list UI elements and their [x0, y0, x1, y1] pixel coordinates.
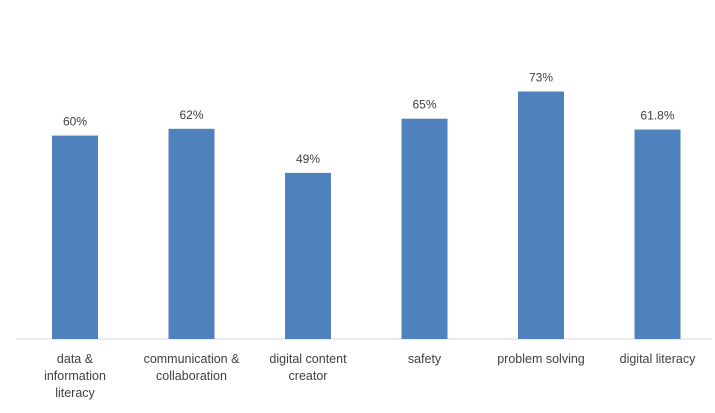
bar-3: [285, 172, 331, 339]
data-labels-group: 60% 62% 49% 65% 73% 61.8%: [63, 71, 675, 166]
category-label-4: safety: [408, 352, 442, 366]
category-label-line: problem solving: [497, 352, 585, 366]
category-label-line: communication &: [144, 352, 241, 366]
bar-2: [168, 128, 215, 339]
bar-6: [634, 129, 681, 339]
data-label-2: 62%: [179, 108, 203, 122]
category-label-5: problem solving: [497, 352, 585, 366]
data-label-1: 60%: [63, 115, 87, 129]
category-label-line: digital content: [269, 352, 347, 366]
bar-1: [52, 135, 98, 339]
category-label-line: digital literacy: [620, 352, 696, 366]
bar-5: [518, 91, 564, 339]
category-label-3: digital content creator: [269, 352, 347, 383]
data-label-4: 65%: [412, 98, 436, 112]
category-label-line: data &: [57, 352, 94, 366]
category-label-6: digital literacy: [620, 352, 696, 366]
category-label-1: data & information literacy: [44, 352, 106, 400]
data-label-6: 61.8%: [640, 109, 674, 123]
bar-4: [401, 118, 448, 339]
category-label-2: communication & collaboration: [144, 352, 241, 383]
category-label-line: information: [44, 369, 106, 383]
category-label-line: safety: [408, 352, 442, 366]
data-label-5: 73%: [529, 71, 553, 85]
category-label-line: collaboration: [156, 369, 227, 383]
category-label-line: literacy: [55, 386, 95, 400]
data-label-3: 49%: [296, 152, 320, 166]
bars-group: [52, 91, 681, 339]
category-label-line: creator: [289, 369, 328, 383]
category-labels-group: data & information literacy communication &…: [44, 352, 696, 400]
